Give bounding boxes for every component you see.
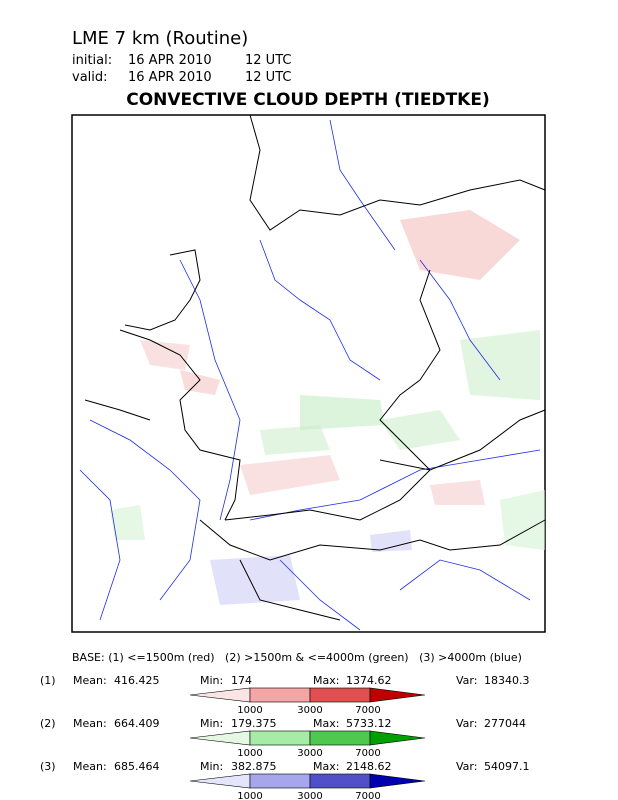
valid-time: 12 UTC — [245, 70, 291, 85]
colorbar-tick: 7000 — [355, 791, 380, 800]
valid-label: valid: — [72, 70, 108, 85]
colorbar-top — [369, 687, 426, 703]
min-value: 382.875 — [231, 760, 277, 773]
colorbar-tick: 3000 — [297, 748, 322, 759]
colorbar-low — [189, 687, 251, 703]
rivers — [79, 119, 541, 631]
max-value: 2148.62 — [346, 760, 392, 773]
var-label: Var: — [456, 717, 477, 730]
mean-label: Mean: — [73, 674, 107, 687]
colorbar-low — [189, 773, 251, 789]
colorbar-mid — [249, 687, 311, 703]
colorbar-top — [369, 773, 426, 789]
valid-date: 16 APR 2010 — [128, 70, 212, 85]
colorbar-tick: 1000 — [237, 748, 262, 759]
colorbar-tick: 3000 — [297, 705, 322, 716]
cloud-patches — [110, 210, 545, 605]
min-label: Min: — [200, 674, 223, 687]
colorbar-tick: 1000 — [237, 705, 262, 716]
colorbar-mid — [249, 773, 311, 789]
colorbar-high — [309, 730, 371, 746]
mean-label: Mean: — [73, 760, 107, 773]
max-label: Max: — [313, 717, 339, 730]
var-label: Var: — [456, 760, 477, 773]
colorbar-low — [189, 730, 251, 746]
initial-label: initial: — [72, 53, 112, 68]
max-label: Max: — [313, 674, 339, 687]
min-label: Min: — [200, 717, 223, 730]
mean-value: 685.464 — [114, 760, 160, 773]
colorbar-high — [309, 687, 371, 703]
colorbar-tick: 3000 — [297, 791, 322, 800]
colorbar-tick: 7000 — [355, 748, 380, 759]
row-index: (1) — [40, 674, 56, 687]
initial-date: 16 APR 2010 — [128, 53, 212, 68]
var-value: 277044 — [484, 717, 526, 730]
mean-value: 664.409 — [114, 717, 160, 730]
colorbar-high — [309, 773, 371, 789]
var-value: 54097.1 — [484, 760, 530, 773]
max-value: 5733.12 — [346, 717, 392, 730]
min-label: Min: — [200, 760, 223, 773]
colorbar-tick: 1000 — [237, 791, 262, 800]
row-index: (2) — [40, 717, 56, 730]
mean-value: 416.425 — [114, 674, 160, 687]
max-value: 1374.62 — [346, 674, 392, 687]
min-value: 174 — [231, 674, 252, 687]
stats-legend: (1) Mean: 416.425 Min: 174 Max: 1374.62 Var: 183… — [40, 674, 530, 800]
borders — [84, 114, 546, 621]
min-value: 179.375 — [231, 717, 277, 730]
var-label: Var: — [456, 674, 477, 687]
mean-label: Mean: — [73, 717, 107, 730]
var-value: 18340.3 — [484, 674, 530, 687]
row-index: (3) — [40, 760, 56, 773]
map — [71, 114, 546, 633]
map-title: CONVECTIVE CLOUD DEPTH (TIEDTKE) — [126, 90, 490, 110]
max-label: Max: — [313, 760, 339, 773]
colorbar-tick: 7000 — [355, 705, 380, 716]
base-legend: BASE: (1) <=1500m (red) (2) >1500m & <=4… — [72, 651, 522, 664]
colorbar-top — [369, 730, 426, 746]
initial-time: 12 UTC — [245, 53, 291, 68]
colorbar-mid — [249, 730, 311, 746]
run-title: LME 7 km (Routine) — [72, 28, 248, 49]
